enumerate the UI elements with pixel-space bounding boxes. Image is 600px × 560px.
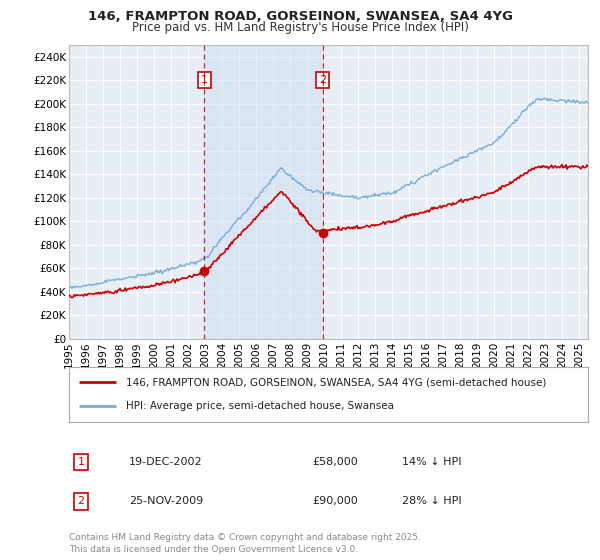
Text: Contains HM Land Registry data © Crown copyright and database right 2025.
This d: Contains HM Land Registry data © Crown c…: [69, 533, 421, 554]
Bar: [205, 45, 323, 339]
Text: HPI: Average price, semi-detached house, Swansea: HPI: Average price, semi-detached house,…: [126, 402, 394, 411]
Text: Price paid vs. HM Land Registry's House Price Index (HPI): Price paid vs. HM Land Registry's House …: [131, 21, 469, 34]
Text: 1: 1: [201, 75, 208, 85]
Text: 25-NOV-2009: 25-NOV-2009: [129, 496, 203, 506]
Text: 14% ↓ HPI: 14% ↓ HPI: [402, 457, 461, 467]
Text: 28% ↓ HPI: 28% ↓ HPI: [402, 496, 461, 506]
Text: 2: 2: [319, 75, 326, 85]
Text: 146, FRAMPTON ROAD, GORSEINON, SWANSEA, SA4 4YG: 146, FRAMPTON ROAD, GORSEINON, SWANSEA, …: [88, 10, 512, 23]
Text: £58,000: £58,000: [312, 457, 358, 467]
Text: 2: 2: [77, 496, 85, 506]
Text: 1: 1: [77, 457, 85, 467]
Text: £90,000: £90,000: [312, 496, 358, 506]
Text: 19-DEC-2002: 19-DEC-2002: [129, 457, 203, 467]
Text: 146, FRAMPTON ROAD, GORSEINON, SWANSEA, SA4 4YG (semi-detached house): 146, FRAMPTON ROAD, GORSEINON, SWANSEA, …: [126, 377, 547, 387]
